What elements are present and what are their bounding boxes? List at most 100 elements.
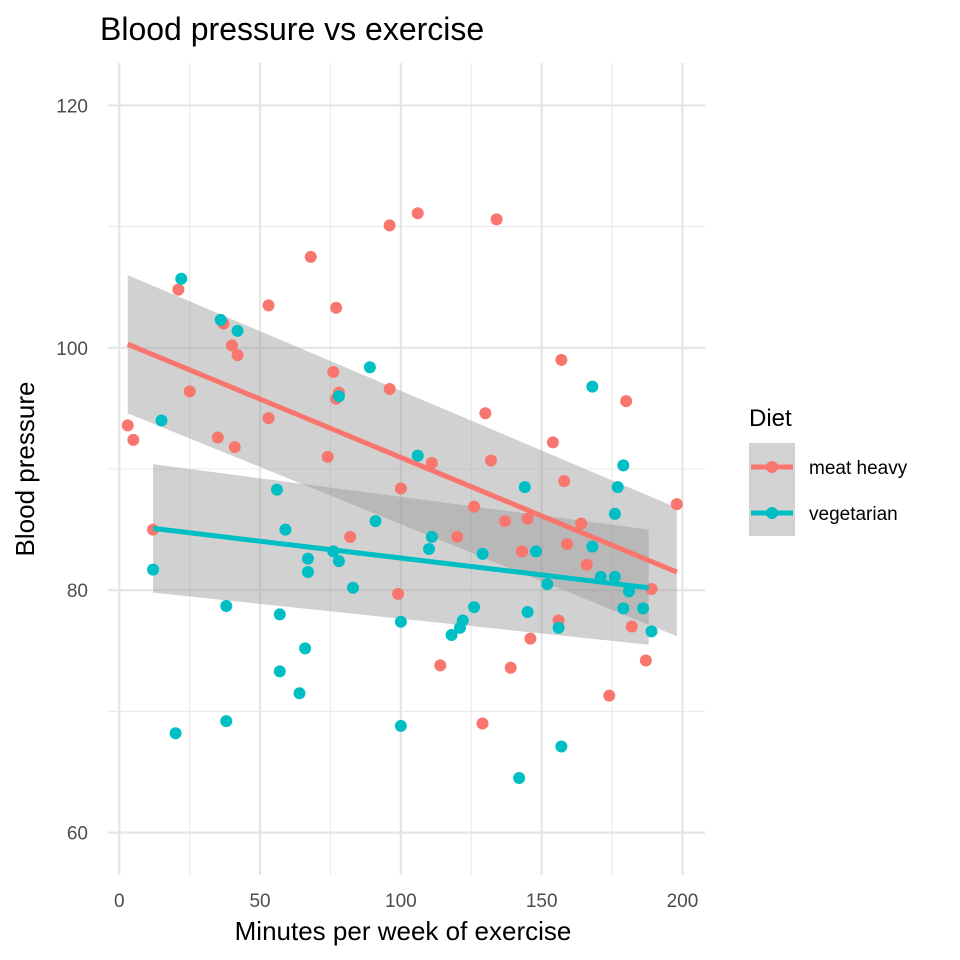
point-meat-heavy: [425, 456, 438, 469]
point-vegetarian: [299, 642, 312, 655]
y-tick-label: 80: [67, 581, 88, 602]
point-meat-heavy: [479, 407, 492, 420]
point-vegetarian: [476, 547, 489, 560]
point-meat-heavy: [620, 395, 633, 408]
point-vegetarian: [425, 530, 438, 543]
point-meat-heavy: [603, 689, 616, 702]
legend-title: Diet: [749, 405, 792, 432]
point-meat-heavy: [468, 500, 481, 513]
point-meat-heavy: [546, 436, 559, 449]
x-axis-title: Minutes per week of exercise: [235, 916, 572, 946]
legend-label-vegetarian: vegetarian: [809, 504, 898, 525]
point-vegetarian: [220, 599, 233, 612]
legend-point-vegetarian: [766, 507, 778, 519]
point-vegetarian: [456, 614, 469, 627]
point-vegetarian: [555, 740, 568, 753]
point-vegetarian: [394, 615, 407, 628]
chart-title: Blood pressure vs exercise: [100, 11, 484, 47]
point-vegetarian: [445, 629, 458, 642]
fit-lines: [126, 341, 678, 591]
point-meat-heavy: [476, 717, 489, 730]
y-tick-label: 120: [56, 96, 88, 117]
point-meat-heavy: [228, 441, 241, 454]
point-meat-heavy: [434, 659, 447, 672]
point-meat-heavy: [383, 383, 396, 396]
point-meat-heavy: [327, 366, 340, 379]
y-tick-label: 100: [56, 339, 88, 360]
data-points: [121, 207, 683, 785]
point-meat-heavy: [580, 558, 593, 571]
point-vegetarian: [279, 523, 292, 536]
grid: [108, 63, 705, 875]
point-vegetarian: [363, 361, 376, 374]
point-vegetarian: [147, 563, 160, 576]
fit-line-meat-heavy: [126, 341, 678, 575]
y-tick-labels: 60 80 100 120: [56, 96, 88, 844]
legend-label-meat-heavy: meat heavy: [809, 458, 908, 479]
point-meat-heavy: [515, 545, 528, 558]
point-vegetarian: [214, 313, 227, 326]
point-meat-heavy: [555, 353, 568, 366]
point-meat-heavy: [504, 661, 517, 674]
point-vegetarian: [301, 552, 314, 565]
y-tick-label: 60: [67, 824, 88, 845]
point-vegetarian: [394, 719, 407, 732]
legend: Diet meat heavy vegetarian: [749, 405, 908, 536]
x-tick-label: 200: [667, 891, 699, 912]
point-vegetarian: [346, 581, 359, 594]
point-meat-heavy: [225, 339, 238, 352]
x-tick-label: 150: [526, 891, 558, 912]
point-meat-heavy: [490, 213, 503, 226]
point-vegetarian: [521, 606, 534, 619]
point-meat-heavy: [625, 620, 638, 633]
point-vegetarian: [332, 390, 345, 403]
point-vegetarian: [220, 715, 233, 728]
ci-ribbon-vegetarian: [153, 464, 649, 645]
point-vegetarian: [423, 542, 436, 555]
point-meat-heavy: [211, 431, 224, 444]
point-meat-heavy: [411, 207, 424, 220]
point-meat-heavy: [172, 283, 185, 296]
x-tick-label: 50: [249, 891, 270, 912]
point-vegetarian: [608, 507, 621, 520]
point-vegetarian: [608, 570, 621, 583]
point-vegetarian: [530, 545, 543, 558]
point-meat-heavy: [321, 450, 334, 463]
legend-point-meat-heavy: [766, 461, 778, 473]
point-meat-heavy: [499, 515, 512, 528]
point-meat-heavy: [561, 538, 574, 551]
point-meat-heavy: [304, 250, 317, 263]
point-meat-heavy: [183, 385, 196, 398]
point-vegetarian: [622, 585, 635, 598]
point-vegetarian: [617, 459, 630, 472]
point-vegetarian: [541, 578, 554, 591]
point-meat-heavy: [121, 419, 134, 432]
point-meat-heavy: [670, 498, 683, 511]
point-vegetarian: [552, 621, 565, 634]
point-vegetarian: [586, 540, 599, 553]
fit-line-vegetarian: [152, 525, 649, 591]
point-meat-heavy: [344, 530, 357, 543]
point-vegetarian: [513, 772, 526, 785]
point-vegetarian: [293, 687, 306, 700]
point-vegetarian: [231, 324, 244, 337]
point-meat-heavy: [524, 632, 537, 645]
point-vegetarian: [155, 414, 168, 427]
point-vegetarian: [468, 601, 481, 614]
point-meat-heavy: [451, 530, 464, 543]
point-vegetarian: [175, 272, 188, 285]
point-meat-heavy: [639, 654, 652, 667]
point-meat-heavy: [262, 412, 275, 425]
point-meat-heavy: [394, 482, 407, 495]
point-vegetarian: [617, 602, 630, 615]
point-vegetarian: [611, 481, 624, 494]
x-tick-label: 0: [114, 891, 125, 912]
point-vegetarian: [645, 625, 658, 638]
point-vegetarian: [411, 449, 424, 462]
point-meat-heavy: [575, 517, 588, 530]
x-tick-labels: 0 50 100 150 200: [114, 891, 698, 912]
point-meat-heavy: [330, 301, 343, 314]
point-vegetarian: [369, 515, 382, 528]
point-meat-heavy: [262, 299, 275, 312]
